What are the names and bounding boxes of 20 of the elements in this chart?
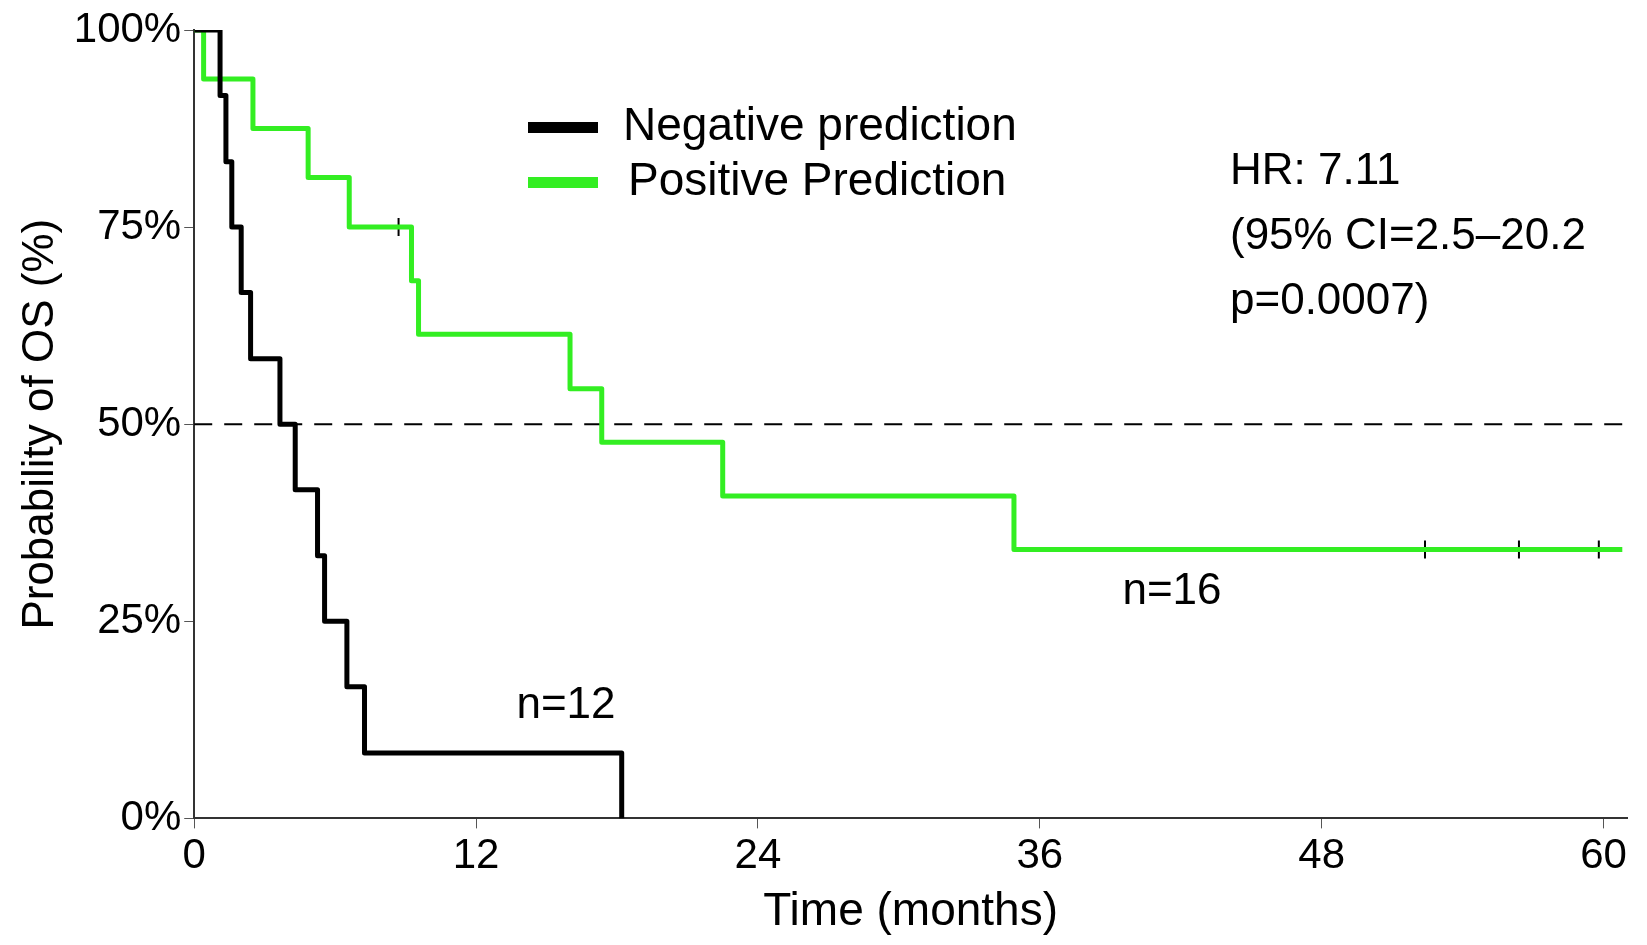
annotation: n=12 xyxy=(516,678,616,728)
y-tick-label: 50% xyxy=(97,397,182,445)
y-axis-title: Probability of OS (%) xyxy=(12,218,62,630)
annotation: p=0.0007) xyxy=(1230,274,1430,324)
x-tick-label: 48 xyxy=(1298,830,1346,878)
annotation: HR: 7.11 xyxy=(1230,144,1401,194)
x-tick-label: 0 xyxy=(182,830,206,878)
y-tick-label: 25% xyxy=(97,594,182,642)
y-tick-label: 100% xyxy=(73,3,182,51)
x-tick-label: 24 xyxy=(734,830,782,878)
annotation: (95% CI=2.5–20.2 xyxy=(1230,209,1586,259)
legend-label: Positive Prediction xyxy=(628,152,1007,205)
x-tick-label: 60 xyxy=(1580,830,1627,878)
x-tick-label: 12 xyxy=(452,830,500,878)
y-tick-label: 0% xyxy=(120,791,182,839)
annotation: n=16 xyxy=(1122,564,1222,614)
x-axis-title: Time (months) xyxy=(763,883,1058,936)
x-tick-label: 36 xyxy=(1016,830,1064,878)
y-tick-label: 75% xyxy=(97,200,182,248)
legend-label: Negative prediction xyxy=(623,97,1017,150)
